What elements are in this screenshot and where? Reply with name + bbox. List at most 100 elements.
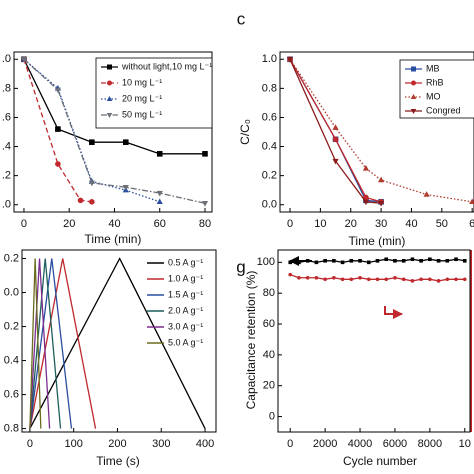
data-point xyxy=(305,275,310,280)
y-tick-label: 0.8 xyxy=(262,82,277,94)
y-tick-label: 0.0 xyxy=(4,286,19,298)
data-point xyxy=(288,272,293,277)
data-point xyxy=(454,277,458,282)
series-line xyxy=(29,258,51,429)
legend-label: 10 mg L⁻¹ xyxy=(122,77,162,87)
data-point xyxy=(201,201,209,207)
data-point xyxy=(305,258,310,263)
data-point xyxy=(366,277,371,282)
x-tick-label: 20 xyxy=(345,218,357,230)
data-point xyxy=(314,275,319,280)
data-point xyxy=(54,87,61,94)
legend-label: MO xyxy=(426,91,441,101)
data-point xyxy=(286,57,294,63)
y-axis-label: C/C₀ xyxy=(238,119,252,145)
y-tick-label: 60 xyxy=(263,318,275,330)
data-point xyxy=(358,258,362,263)
y-tick-label: 20 xyxy=(263,380,275,392)
data-point xyxy=(419,277,423,282)
series-line xyxy=(29,258,73,429)
data-point xyxy=(462,277,467,282)
x-tick-label: 40 xyxy=(405,218,417,230)
legend-marker xyxy=(107,64,112,70)
plot-frame xyxy=(21,249,217,433)
legend-box xyxy=(95,57,213,129)
legend-label: 1.5 A g⁻¹ xyxy=(168,289,203,299)
legend-marker xyxy=(410,109,417,114)
legend-box xyxy=(399,59,474,119)
x-tick-label: 2000 xyxy=(313,438,337,450)
y-tick-label: 0.4 xyxy=(4,354,19,366)
data-point xyxy=(436,279,441,283)
data-point xyxy=(423,191,430,197)
data-point xyxy=(419,258,423,263)
data-point xyxy=(358,275,362,280)
legend-label: 2.0 A g⁻¹ xyxy=(168,305,203,315)
x-tick-label: 4000 xyxy=(348,438,372,450)
data-point xyxy=(462,258,467,263)
legend-marker xyxy=(107,80,112,86)
legend-label: Congred xyxy=(426,105,461,115)
y-tick-label: 1.0 xyxy=(262,53,277,65)
data-point xyxy=(122,185,129,191)
data-point xyxy=(393,275,397,280)
y-tick-label: 0.2 xyxy=(262,170,277,182)
y-tick-label: 0.2 xyxy=(4,320,19,332)
series-line xyxy=(289,58,382,203)
y-tick-label: 80 xyxy=(263,287,275,299)
x-tick-label: 6000 xyxy=(383,438,407,450)
x-tick-label: 0 xyxy=(21,218,27,230)
y-tick-label: .4 xyxy=(2,140,11,152)
plot-frame xyxy=(13,51,213,213)
data-point xyxy=(20,57,28,63)
y-tick-label: 0.8 xyxy=(4,423,19,435)
y-tick-label: 0.4 xyxy=(262,140,277,152)
x-tick-label: 50 xyxy=(436,218,448,230)
data-point xyxy=(469,198,474,205)
y-tick-label: 100 xyxy=(257,256,275,268)
y-tick-label: 0.2 xyxy=(4,252,19,264)
arrow-right xyxy=(384,306,403,319)
y-tick-label: 0 xyxy=(269,410,275,422)
x-tick-label: 10 xyxy=(459,438,471,450)
panel-label: g xyxy=(236,257,245,276)
data-point xyxy=(445,258,450,263)
x-axis-label: Time (min) xyxy=(349,234,406,248)
x-tick-label: 0 xyxy=(287,438,293,450)
data-point xyxy=(323,258,327,263)
x-tick-label: 200 xyxy=(108,438,126,450)
data-point xyxy=(332,158,339,165)
data-point xyxy=(288,260,293,265)
data-point xyxy=(349,258,354,263)
y-tick-label: .0 xyxy=(2,199,11,211)
y-tick-label: .2 xyxy=(2,170,11,182)
x-tick-label: 400 xyxy=(196,438,214,450)
data-point xyxy=(410,279,415,283)
legend-marker xyxy=(411,80,416,86)
data-point xyxy=(89,139,95,145)
data-point xyxy=(323,277,327,282)
data-point xyxy=(156,190,163,197)
x-tick-label: 40 xyxy=(108,218,120,230)
x-tick-label: 0 xyxy=(27,438,33,450)
data-point xyxy=(55,126,61,132)
plot-frame xyxy=(277,249,471,433)
legend-marker xyxy=(106,113,113,118)
data-point xyxy=(375,277,380,282)
data-point xyxy=(88,180,95,187)
data-point xyxy=(332,258,336,263)
series-line xyxy=(29,258,62,429)
data-point xyxy=(366,260,371,265)
data-point xyxy=(375,258,380,263)
data-point xyxy=(55,161,61,167)
x-tick-label: 60 xyxy=(154,218,166,230)
data-point xyxy=(297,275,301,280)
data-point xyxy=(340,277,345,282)
x-tick-label: 100 xyxy=(64,438,82,450)
y-axis-label: Capacitance retention (%) xyxy=(244,271,258,410)
series-line xyxy=(29,257,206,429)
x-tick-label: 10 xyxy=(314,218,326,230)
data-point xyxy=(332,136,339,143)
y-tick-label: 0.6 xyxy=(4,388,19,400)
